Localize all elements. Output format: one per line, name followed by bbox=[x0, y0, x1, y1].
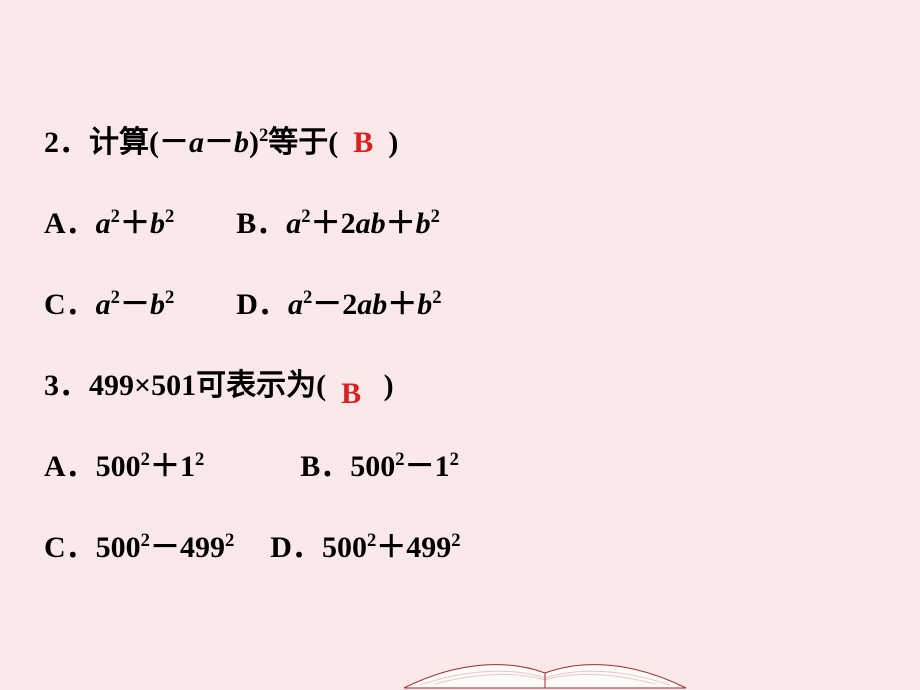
q2-options-row2: C．a2－b2D．a2－2ab＋b2 bbox=[44, 287, 874, 323]
q2-opt-d-label: D． bbox=[236, 288, 288, 321]
q3-opt-b-t1: 500 bbox=[350, 450, 395, 483]
q2-exp: 2 bbox=[259, 125, 268, 146]
q2-opt-b-label: B． bbox=[236, 207, 286, 240]
q3-opt-a-label: A． bbox=[44, 450, 96, 483]
q3-opt-d-e1: 2 bbox=[367, 530, 376, 551]
book-decoration-icon bbox=[400, 640, 690, 690]
q2-text-d: 等于( bbox=[268, 126, 338, 159]
q3-text-b: ) bbox=[384, 369, 394, 402]
q3-opt-d-e2: 2 bbox=[451, 530, 460, 551]
q3-opt-a-e2: 2 bbox=[195, 449, 204, 470]
q3-opt-c-label: C． bbox=[44, 531, 96, 564]
q3-opt-a-t1: 500 bbox=[96, 450, 141, 483]
q2-opt-a-e1: 2 bbox=[111, 206, 120, 227]
q2-opt-a-t1: a bbox=[96, 207, 111, 240]
q2-opt-d-t1: a bbox=[288, 288, 303, 321]
q3-opt-a-e1: 2 bbox=[141, 449, 150, 470]
q2-opt-a-t3: b bbox=[150, 207, 165, 240]
q3-opt-b-e2: 2 bbox=[450, 449, 459, 470]
q2-opt-d-t2: －2 bbox=[312, 288, 357, 321]
q2-opt-c-label: C． bbox=[44, 288, 96, 321]
q2-opt-c-t3: b bbox=[150, 288, 165, 321]
q3-opt-d-t2: ＋499 bbox=[376, 531, 451, 564]
q3-opt-d-label: D． bbox=[270, 531, 322, 564]
q2-text-b: － bbox=[204, 126, 234, 159]
q2-opt-a-e2: 2 bbox=[165, 206, 174, 227]
q2-opt-b-t2: ＋2 bbox=[311, 207, 356, 240]
q3-opt-c-e2: 2 bbox=[225, 530, 234, 551]
q3-opt-c-t1: 500 bbox=[96, 531, 141, 564]
q2-var-b: b bbox=[234, 126, 249, 159]
question-content: 2．计算(－a－b)2等于( B ) A．a2＋b2B．a2＋2ab＋b2 C．… bbox=[44, 125, 874, 566]
q2-opt-d-e1: 2 bbox=[303, 287, 312, 308]
q2-opt-a-t2: ＋ bbox=[120, 207, 150, 240]
q2-opt-b-t4: ＋ bbox=[386, 207, 416, 240]
q2-opt-c-e1: 2 bbox=[111, 287, 120, 308]
q3-opt-b-e1: 2 bbox=[395, 449, 404, 470]
q3-text-a: 499×501可表示为( bbox=[89, 369, 326, 402]
q3-options-row1: A．5002＋12B．5002－12 bbox=[44, 449, 874, 485]
q2-opt-c-t1: a bbox=[96, 288, 111, 321]
q3-options-row2: C．5002－4992D．5002＋4992 bbox=[44, 530, 874, 566]
q2-text-c: ) bbox=[249, 126, 259, 159]
q2-options-row1: A．a2＋b2B．a2＋2ab＋b2 bbox=[44, 206, 874, 242]
q3-stem: 3．499×501可表示为( B ) bbox=[44, 368, 874, 404]
q2-stem: 2．计算(－a－b)2等于( B ) bbox=[44, 125, 874, 161]
q2-opt-c-e2: 2 bbox=[165, 287, 174, 308]
q3-opt-c-t2: －499 bbox=[150, 531, 225, 564]
q3-opt-b-label: B． bbox=[300, 450, 350, 483]
q2-opt-b-t1: a bbox=[286, 207, 301, 240]
q2-text-a: 计算(－ bbox=[89, 126, 189, 159]
q2-var-a: a bbox=[189, 126, 204, 159]
q3-answer: B bbox=[341, 377, 361, 410]
q2-opt-d-t5: b bbox=[417, 288, 432, 321]
q2-opt-d-t4: ＋ bbox=[387, 288, 417, 321]
q3-opt-a-t2: ＋1 bbox=[150, 450, 195, 483]
q2-text-e: ) bbox=[388, 126, 398, 159]
q3-opt-b-t2: －1 bbox=[405, 450, 450, 483]
q2-opt-b-t5: b bbox=[416, 207, 431, 240]
q3-opt-c-e1: 2 bbox=[141, 530, 150, 551]
q2-opt-c-t2: － bbox=[120, 288, 150, 321]
q2-opt-b-e2: 2 bbox=[431, 206, 440, 227]
q2-opt-d-t3: ab bbox=[357, 288, 387, 321]
q3-opt-d-t1: 500 bbox=[322, 531, 367, 564]
q2-answer: B bbox=[353, 126, 373, 159]
q2-opt-a-label: A． bbox=[44, 207, 96, 240]
q2-opt-b-e1: 2 bbox=[301, 206, 310, 227]
q2-number: 2． bbox=[44, 126, 89, 159]
q3-number: 3． bbox=[44, 369, 89, 402]
q2-opt-d-e2: 2 bbox=[432, 287, 441, 308]
q2-opt-b-t3: ab bbox=[356, 207, 386, 240]
